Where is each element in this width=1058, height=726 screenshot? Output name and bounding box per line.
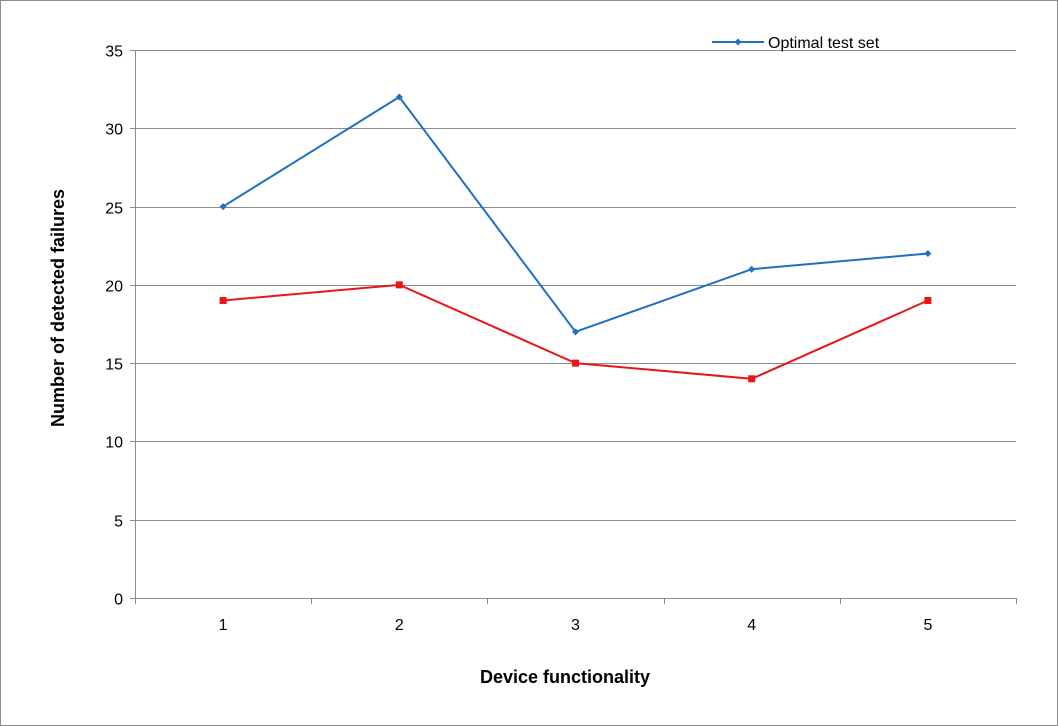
data-point	[395, 281, 403, 289]
data-point	[219, 297, 227, 305]
x-tick-label: 2	[395, 617, 404, 634]
grid-lines	[135, 50, 1016, 521]
data-point	[572, 359, 579, 367]
y-tick-label: 5	[114, 514, 123, 531]
series-1	[219, 93, 932, 336]
axes: 0 5 10 15 20 25 30 35 1 2 3 4 5	[105, 44, 1017, 634]
series-lines	[219, 93, 932, 383]
y-tick-label: 25	[105, 201, 123, 218]
y-tick-label: 10	[105, 435, 123, 452]
y-axis-title: Number of detected failures	[48, 189, 68, 427]
data-point	[748, 375, 756, 383]
x-tick-label: 1	[219, 617, 228, 634]
data-point	[395, 93, 403, 101]
y-tick-label: 0	[114, 592, 123, 609]
data-point	[924, 250, 932, 258]
data-point	[219, 203, 227, 211]
x-tick-label: 3	[571, 617, 580, 634]
x-tick-label: 5	[923, 617, 932, 634]
data-point	[572, 328, 579, 336]
legend-item: Optimal test set	[712, 35, 880, 52]
y-tick-label: 30	[105, 122, 123, 139]
legend-label: Optimal test set	[768, 35, 880, 52]
y-tick-label: 20	[105, 279, 123, 296]
legend-swatch-marker	[734, 38, 742, 46]
y-tick-label: 15	[105, 357, 123, 374]
y-tick-label: 35	[105, 44, 123, 61]
legend: Optimal test set	[712, 35, 880, 52]
x-tick-label: 4	[747, 617, 756, 634]
data-point	[924, 297, 932, 305]
series-2	[219, 281, 932, 383]
x-axis-title: Device functionality	[480, 667, 650, 687]
data-point	[748, 265, 756, 273]
